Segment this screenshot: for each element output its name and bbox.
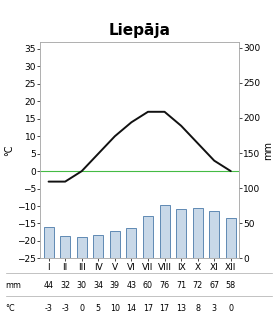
Bar <box>60 236 70 258</box>
Text: 0: 0 <box>228 304 233 313</box>
Bar <box>226 218 236 258</box>
Text: 13: 13 <box>176 304 186 313</box>
Text: 17: 17 <box>143 304 153 313</box>
Text: -3: -3 <box>61 304 69 313</box>
Bar <box>176 209 186 258</box>
Text: 17: 17 <box>160 304 170 313</box>
Text: 39: 39 <box>110 281 120 290</box>
Text: 30: 30 <box>77 281 87 290</box>
Text: -3: -3 <box>45 304 53 313</box>
Text: 8: 8 <box>195 304 200 313</box>
Bar <box>209 211 219 258</box>
Bar <box>143 216 153 258</box>
Text: 32: 32 <box>60 281 70 290</box>
Text: mm: mm <box>6 281 22 290</box>
Text: 0: 0 <box>79 304 84 313</box>
Bar <box>126 228 136 258</box>
Title: Liepāja: Liepāja <box>109 23 171 38</box>
Text: °C: °C <box>6 304 15 313</box>
Text: 71: 71 <box>176 281 186 290</box>
Text: 34: 34 <box>93 281 103 290</box>
Bar <box>93 234 103 258</box>
Y-axis label: mm: mm <box>263 141 273 160</box>
Text: 14: 14 <box>126 304 136 313</box>
Y-axis label: °C: °C <box>4 144 14 156</box>
Text: 44: 44 <box>44 281 54 290</box>
Text: 67: 67 <box>209 281 219 290</box>
Bar <box>193 208 203 258</box>
Bar <box>160 205 170 258</box>
Bar <box>44 227 54 258</box>
Text: 76: 76 <box>160 281 170 290</box>
Text: 60: 60 <box>143 281 153 290</box>
Text: 43: 43 <box>126 281 136 290</box>
Text: 10: 10 <box>110 304 120 313</box>
Text: 3: 3 <box>212 304 217 313</box>
Text: 58: 58 <box>226 281 236 290</box>
Text: 5: 5 <box>96 304 101 313</box>
Bar <box>77 237 87 258</box>
Bar <box>110 231 120 258</box>
Text: 72: 72 <box>193 281 203 290</box>
